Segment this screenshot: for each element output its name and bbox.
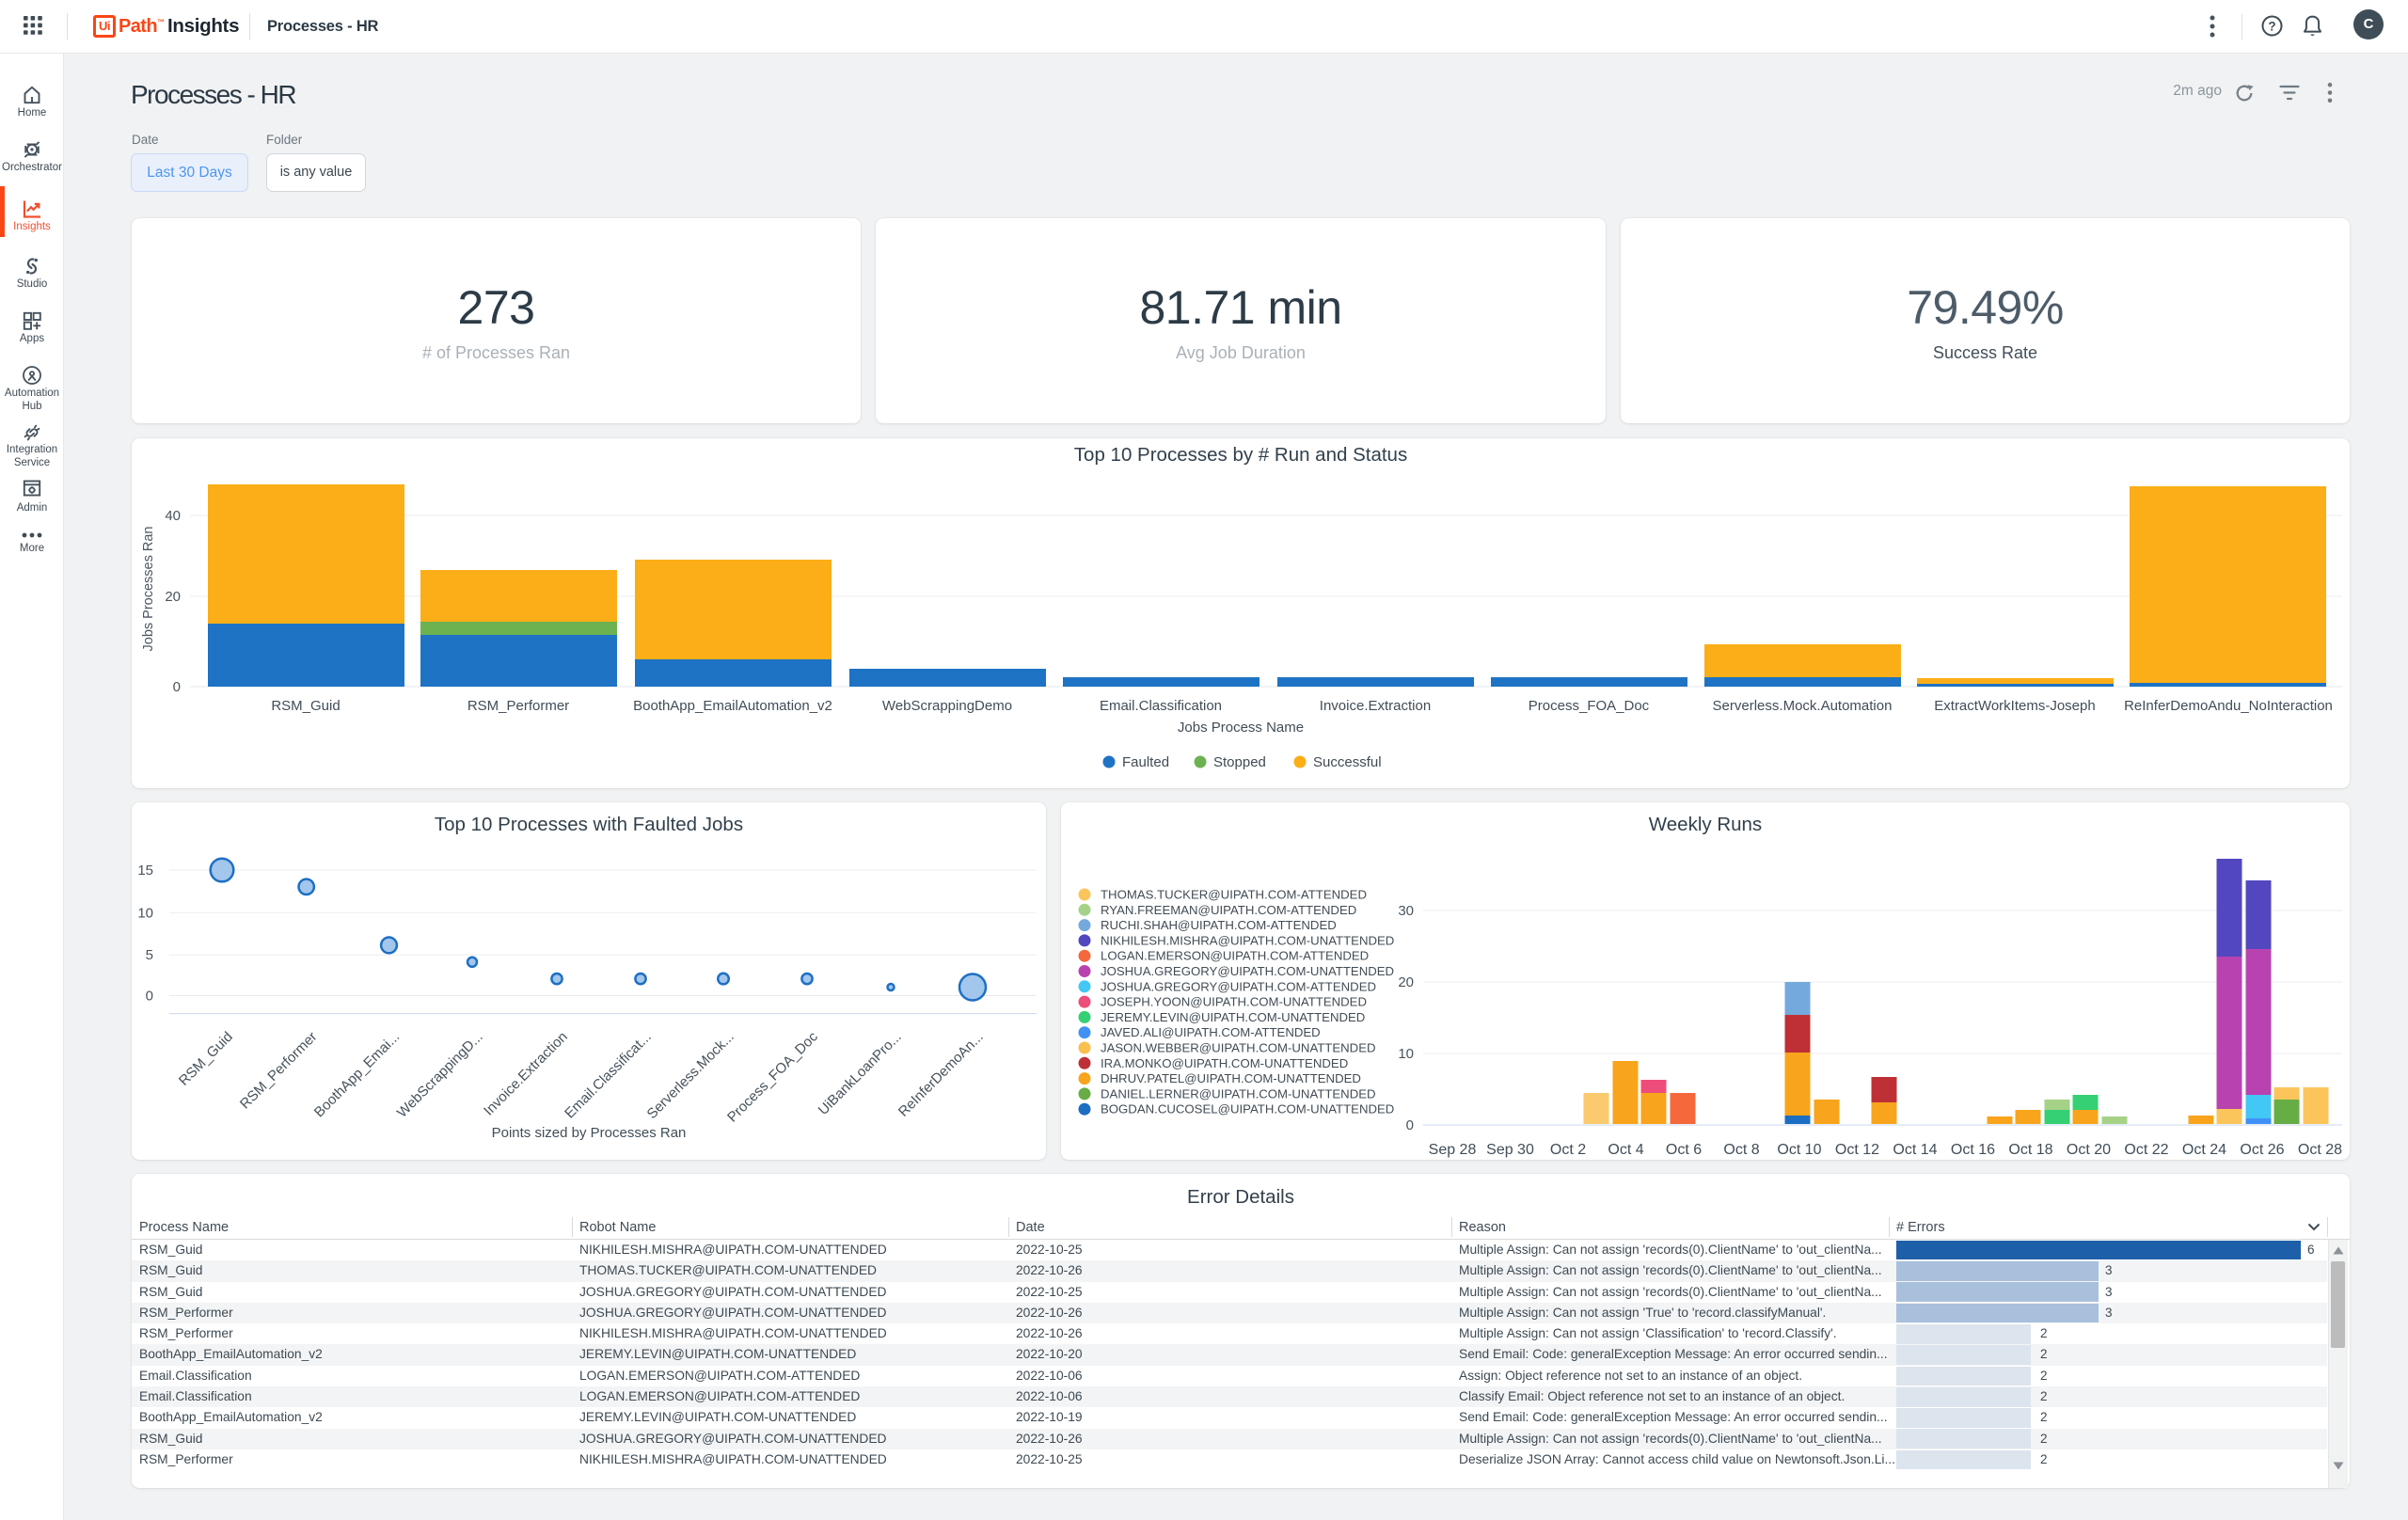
svg-text:JOSHUA.GREGORY@UIPATH.COM-ATTE: JOSHUA.GREGORY@UIPATH.COM-ATTENDED (1101, 979, 1376, 993)
svg-text:JEREMY.LEVIN@UIPATH.COM-UNATTE: JEREMY.LEVIN@UIPATH.COM-UNATTENDED (1101, 1010, 1365, 1024)
svg-text:RYAN.FREEMAN@UIPATH.COM-ATTEND: RYAN.FREEMAN@UIPATH.COM-ATTENDED (1101, 903, 1356, 917)
svg-text:ReInferDemoAndu_NoInteraction: ReInferDemoAndu_NoInteraction (2124, 698, 2333, 714)
svg-text:Email.Classificat...: Email.Classificat... (562, 1029, 655, 1122)
svg-text:Sep 28: Sep 28 (1429, 1142, 1477, 1158)
svg-text:THOMAS.TUCKER@UIPATH.COM-ATTEN: THOMAS.TUCKER@UIPATH.COM-ATTENDED (1101, 888, 1367, 902)
svg-text:RSM_Performer: RSM_Performer (237, 1029, 321, 1113)
svg-text:Oct 26: Oct 26 (2240, 1142, 2284, 1158)
svg-text:ExtractWorkItems-Joseph: ExtractWorkItems-Joseph (1934, 698, 2095, 714)
svg-text:DANIEL.LERNER@UIPATH.COM-UNATT: DANIEL.LERNER@UIPATH.COM-UNATTENDED (1101, 1086, 1376, 1100)
svg-text:Oct 10: Oct 10 (1777, 1142, 1821, 1158)
svg-text:RSM_Guid: RSM_Guid (271, 698, 340, 714)
svg-text:Oct 24: Oct 24 (2182, 1142, 2226, 1158)
svg-text:Stopped: Stopped (1213, 754, 1266, 770)
svg-text:DHRUV.PATEL@UIPATH.COM-UNATTEN: DHRUV.PATEL@UIPATH.COM-UNATTENDED (1101, 1071, 1361, 1085)
svg-text:Oct 18: Oct 18 (2008, 1142, 2052, 1158)
svg-text:RSM_Performer: RSM_Performer (467, 698, 569, 714)
svg-text:Oct 16: Oct 16 (1951, 1142, 1995, 1158)
svg-text:Oct 28: Oct 28 (2298, 1142, 2342, 1158)
svg-text:Top 10 Processes with Faulted: Top 10 Processes with Faulted Jobs (435, 814, 743, 835)
svg-text:NIKHILESH.MISHRA@UIPATH.COM-UN: NIKHILESH.MISHRA@UIPATH.COM-UNATTENDED (1101, 933, 1394, 947)
svg-text:Jobs Processes Ran: Jobs Processes Ran (141, 527, 156, 652)
svg-text:Process_FOA_Doc: Process_FOA_Doc (724, 1028, 821, 1125)
svg-text:15: 15 (137, 863, 153, 879)
svg-text:20: 20 (1398, 974, 1414, 990)
svg-text:30: 30 (1398, 903, 1414, 919)
svg-text:Invoice.Extraction: Invoice.Extraction (481, 1029, 571, 1119)
svg-text:Serverless.Mock.Automation: Serverless.Mock.Automation (1713, 698, 1893, 714)
svg-text:Oct 14: Oct 14 (1893, 1142, 1937, 1158)
svg-text:JAVED.ALI@UIPATH.COM-ATTENDED: JAVED.ALI@UIPATH.COM-ATTENDED (1101, 1025, 1321, 1039)
svg-text:LOGAN.EMERSON@UIPATH.COM-ATTEN: LOGAN.EMERSON@UIPATH.COM-ATTENDED (1101, 949, 1369, 963)
svg-text:BOGDAN.CUCOSEL@UIPATH.COM-UNAT: BOGDAN.CUCOSEL@UIPATH.COM-UNATTENDED (1101, 1102, 1394, 1116)
svg-text:JASON.WEBBER@UIPATH.COM-UNATTE: JASON.WEBBER@UIPATH.COM-UNATTENDED (1101, 1041, 1376, 1055)
svg-text:WebScrappingDemo: WebScrappingDemo (882, 698, 1012, 714)
svg-text:10: 10 (1398, 1046, 1414, 1062)
svg-text:Jobs Process Name: Jobs Process Name (1178, 720, 1304, 736)
svg-text:Oct 22: Oct 22 (2124, 1142, 2168, 1158)
svg-text:Oct 4: Oct 4 (1608, 1142, 1643, 1158)
svg-text:RSM_Guid: RSM_Guid (176, 1029, 236, 1089)
svg-text:ReInferDemoAn...: ReInferDemoAn... (895, 1029, 987, 1120)
svg-text:JOSHUA.GREGORY@UIPATH.COM-UNAT: JOSHUA.GREGORY@UIPATH.COM-UNATTENDED (1101, 964, 1394, 978)
svg-text:RUCHI.SHAH@UIPATH.COM-ATTENDED: RUCHI.SHAH@UIPATH.COM-ATTENDED (1101, 918, 1337, 932)
svg-text:Points sized by Processes Ran: Points sized by Processes Ran (492, 1125, 687, 1141)
svg-text:Successful: Successful (1313, 754, 1382, 770)
svg-text:Sep 30: Sep 30 (1486, 1142, 1534, 1158)
svg-text:?: ? (2268, 20, 2275, 34)
svg-text:Process_FOA_Doc: Process_FOA_Doc (1529, 698, 1650, 714)
svg-text:Email.Classification: Email.Classification (1100, 698, 1222, 714)
svg-text:0: 0 (146, 989, 153, 1005)
svg-text:40: 40 (165, 508, 181, 524)
svg-text:Oct 8: Oct 8 (1723, 1142, 1759, 1158)
svg-text:WebScrappingD...: WebScrappingD... (394, 1029, 486, 1121)
svg-text:0: 0 (1406, 1117, 1414, 1133)
svg-text:5: 5 (146, 947, 153, 963)
svg-text:Top 10 Processes by # Run and: Top 10 Processes by # Run and Status (1074, 444, 1407, 466)
svg-text:10: 10 (137, 905, 153, 921)
svg-text:Oct 12: Oct 12 (1835, 1142, 1879, 1158)
svg-text:Faulted: Faulted (1122, 754, 1169, 770)
svg-text:0: 0 (173, 679, 181, 695)
svg-text:Serverless.Mock...: Serverless.Mock... (644, 1029, 737, 1122)
svg-text:Weekly Runs: Weekly Runs (1649, 814, 1762, 835)
svg-text:JOSEPH.YOON@UIPATH.COM-UNATTEN: JOSEPH.YOON@UIPATH.COM-UNATTENDED (1101, 995, 1367, 1009)
svg-text:Oct 6: Oct 6 (1666, 1142, 1702, 1158)
svg-text:BoothApp_Emai...: BoothApp_Emai... (311, 1029, 404, 1121)
svg-text:Invoice.Extraction: Invoice.Extraction (1320, 698, 1431, 714)
svg-text:IRA.MONKO@UIPATH.COM-UNATTENDE: IRA.MONKO@UIPATH.COM-UNATTENDED (1101, 1056, 1348, 1070)
svg-text:20: 20 (165, 589, 181, 605)
svg-text:Oct 2: Oct 2 (1550, 1142, 1586, 1158)
svg-text:Oct 20: Oct 20 (2067, 1142, 2111, 1158)
svg-text:BoothApp_EmailAutomation_v2: BoothApp_EmailAutomation_v2 (633, 698, 832, 714)
svg-text:UiBankLoanPro...: UiBankLoanPro... (816, 1029, 905, 1118)
